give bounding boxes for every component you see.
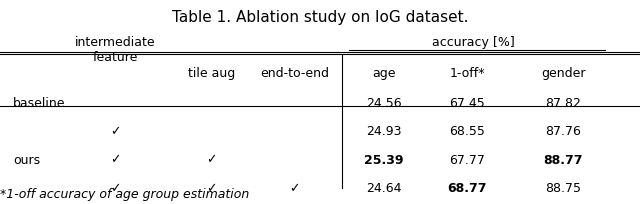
Text: 67.45: 67.45 [449,97,485,110]
Text: ✓: ✓ [206,154,216,166]
Text: ours: ours [13,154,40,166]
Text: intermediate
feature: intermediate feature [75,36,156,64]
Text: 87.82: 87.82 [545,97,581,110]
Text: 88.77: 88.77 [543,154,583,166]
Text: *1-off accuracy of age group estimation: *1-off accuracy of age group estimation [0,188,249,201]
Text: ✓: ✓ [110,182,120,195]
Text: ✓: ✓ [110,125,120,138]
Text: ✓: ✓ [206,182,216,195]
Text: ✓: ✓ [289,182,300,195]
Text: 87.76: 87.76 [545,125,581,138]
Text: 88.75: 88.75 [545,182,581,195]
Text: accuracy [%]: accuracy [%] [432,36,515,49]
Text: 24.93: 24.93 [366,125,402,138]
Text: 24.64: 24.64 [366,182,402,195]
Text: 67.77: 67.77 [449,154,485,166]
Text: tile aug: tile aug [188,67,235,80]
Text: 68.55: 68.55 [449,125,485,138]
Text: 68.77: 68.77 [447,182,487,195]
Text: baseline: baseline [13,97,65,110]
Text: end-to-end: end-to-end [260,67,329,80]
Text: Table 1. Ablation study on IoG dataset.: Table 1. Ablation study on IoG dataset. [172,10,468,25]
Text: 24.56: 24.56 [366,97,402,110]
Text: gender: gender [541,67,586,80]
Text: age: age [372,67,396,80]
Text: 25.39: 25.39 [364,154,404,166]
Text: ✓: ✓ [110,154,120,166]
Text: 1-off*: 1-off* [449,67,485,80]
